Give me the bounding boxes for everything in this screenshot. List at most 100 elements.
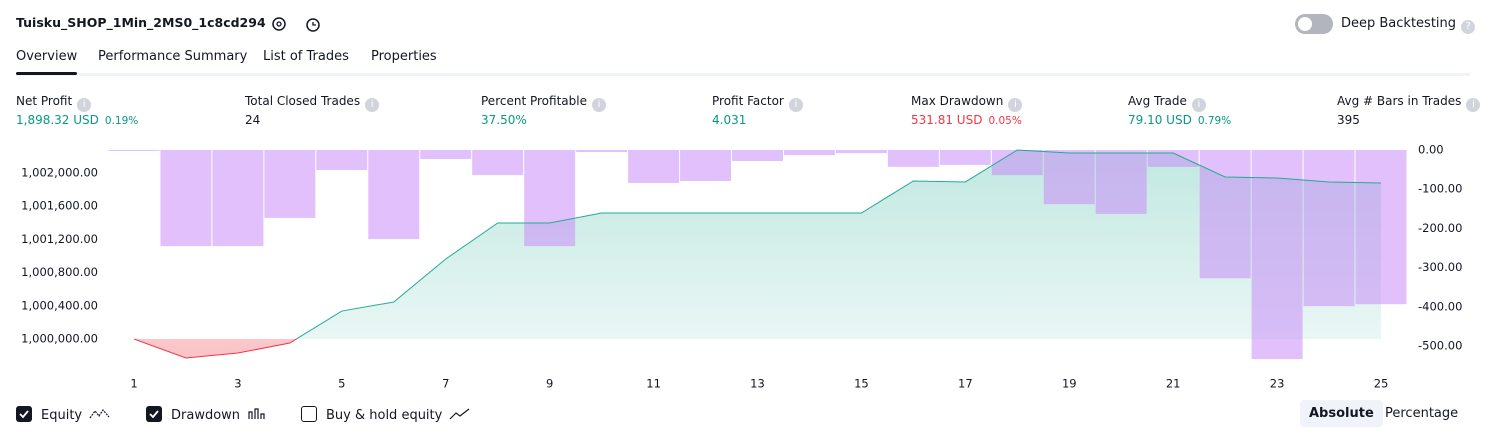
legend-label: Drawdown — [171, 408, 241, 423]
deep-backtesting-toggle[interactable] — [1295, 14, 1333, 34]
drawdown-bar — [1199, 150, 1251, 279]
alert-icon[interactable] — [306, 18, 320, 32]
drawdown-bar — [783, 150, 835, 156]
tab-divider — [16, 73, 1470, 76]
tab-underline — [16, 72, 77, 75]
stat-label: Percent Profitable i — [481, 94, 606, 112]
drawdown-bar — [1043, 150, 1095, 205]
drawdown-bar — [524, 150, 576, 247]
deep-backtesting-label: Deep Backtesting? — [1341, 16, 1476, 34]
y-tick-label: 1,000,400.00 — [21, 298, 98, 312]
x-tick-label: 9 — [546, 377, 553, 391]
stat-percent: 0.79% — [1197, 115, 1232, 127]
checkbox — [16, 406, 32, 422]
legend-glyph — [89, 409, 110, 419]
stat-value-text: 79.10 USD — [1128, 113, 1192, 127]
drawdown-bar — [887, 150, 939, 167]
legend-glyph — [248, 408, 265, 419]
stat-value-text: 1,898.32 USD — [16, 113, 99, 127]
y2-tick-label: -300.00 — [1418, 260, 1462, 274]
drawdown-bar — [108, 150, 160, 151]
drawdown-bar — [628, 150, 680, 183]
legend-item[interactable]: Drawdown — [146, 406, 270, 423]
scale-button[interactable]: Absolute — [1300, 400, 1383, 427]
tab[interactable]: Performance Summary — [98, 49, 248, 64]
legend-item[interactable]: Buy & hold equity — [301, 406, 472, 423]
info-icon[interactable]: i — [77, 98, 92, 112]
drawdown-bar — [680, 150, 732, 181]
drawdown-bar — [420, 150, 472, 160]
y-tick-label: 1,001,600.00 — [21, 199, 98, 213]
stat-label-text: Net Profit — [16, 94, 73, 108]
scale-button[interactable]: Percentage — [1385, 406, 1459, 421]
y-tick-label: 1,002,000.00 — [21, 165, 98, 179]
x-tick-label: 5 — [338, 377, 345, 391]
drawdown-bar — [1251, 150, 1303, 360]
stat-value-text: 395 — [1337, 113, 1360, 127]
stat-label-text: Percent Profitable — [481, 94, 587, 108]
drawdown-bar — [576, 150, 628, 152]
stat-label-text: Max Drawdown — [911, 94, 1004, 108]
y2-tick-label: -500.00 — [1418, 339, 1462, 353]
x-tick-label: 3 — [234, 377, 241, 391]
y2-tick-label: -200.00 — [1418, 221, 1462, 235]
x-tick-label: 7 — [442, 377, 449, 391]
tab[interactable]: Overview — [16, 49, 78, 64]
y-tick-label: 1,000,000.00 — [21, 332, 98, 346]
legend-item[interactable]: Equity — [16, 406, 112, 423]
check-mark — [19, 410, 29, 419]
drawdown-bar — [212, 150, 264, 247]
y2-tick-label: -400.00 — [1418, 299, 1462, 313]
stat-label-text: Avg Trade — [1128, 94, 1187, 108]
stat-value-text: 37.50% — [481, 113, 527, 127]
legend-icon — [248, 408, 265, 419]
settings-icon-core — [276, 21, 282, 27]
stat-label: Avg # Bars in Trades i — [1337, 94, 1481, 112]
info-icon[interactable]: i — [1008, 98, 1023, 112]
tab[interactable]: List of Trades — [263, 49, 349, 64]
stat-value: 79.10 USD 0.79% — [1128, 113, 1231, 127]
header-icons — [272, 17, 320, 32]
stat-value: 37.50% — [481, 113, 527, 127]
x-tick-label: 21 — [1166, 377, 1181, 391]
stat-label-text: Avg # Bars in Trades — [1337, 94, 1462, 108]
legend-label: Equity — [41, 408, 83, 423]
stat-value: 531.81 USD 0.05% — [911, 113, 1022, 127]
x-tick-label: 17 — [958, 377, 973, 391]
info-icon[interactable]: i — [1191, 98, 1206, 112]
check — [149, 410, 159, 419]
tab[interactable]: Properties — [371, 49, 437, 64]
check-mark — [149, 410, 159, 419]
legend-glyph — [449, 408, 470, 420]
drawdown-bar — [368, 150, 420, 240]
info-icon[interactable]: i — [788, 98, 803, 112]
stat-label: Avg Trade i — [1128, 94, 1206, 112]
stat-label-text: Total Closed Trades — [245, 94, 361, 108]
equity-area-below — [133, 339, 297, 359]
info-icon[interactable]: i — [365, 98, 380, 112]
info-icon[interactable]: i — [591, 98, 606, 112]
stat-label: Total Closed Trades i — [245, 94, 380, 112]
drawdown-bar — [991, 150, 1043, 176]
y-tick-label: 1,001,200.00 — [21, 232, 98, 246]
check — [19, 410, 29, 419]
help-icon[interactable]: ? — [1461, 20, 1476, 34]
checkbox — [146, 406, 162, 422]
drawdown-bar — [316, 150, 368, 171]
legend-icon — [89, 409, 110, 419]
stat-percent: 0.19% — [104, 115, 139, 127]
legend-label: Buy & hold equity — [326, 408, 443, 423]
x-tick-label: 1 — [130, 377, 137, 391]
settings-icon[interactable] — [272, 17, 286, 31]
stat-label: Profit Factor i — [712, 94, 803, 112]
drawdown-bar — [939, 150, 991, 165]
y2-tick-label: 0.00 — [1418, 143, 1444, 157]
info-icon[interactable]: i — [1466, 98, 1481, 112]
y-tick-label: 1,000,800.00 — [21, 265, 98, 279]
stat-value-text: 4.031 — [712, 113, 747, 127]
stat-value: 1,898.32 USD 0.19% — [16, 113, 138, 127]
alert-hand — [312, 22, 316, 26]
drawdown-bar — [1355, 150, 1407, 305]
